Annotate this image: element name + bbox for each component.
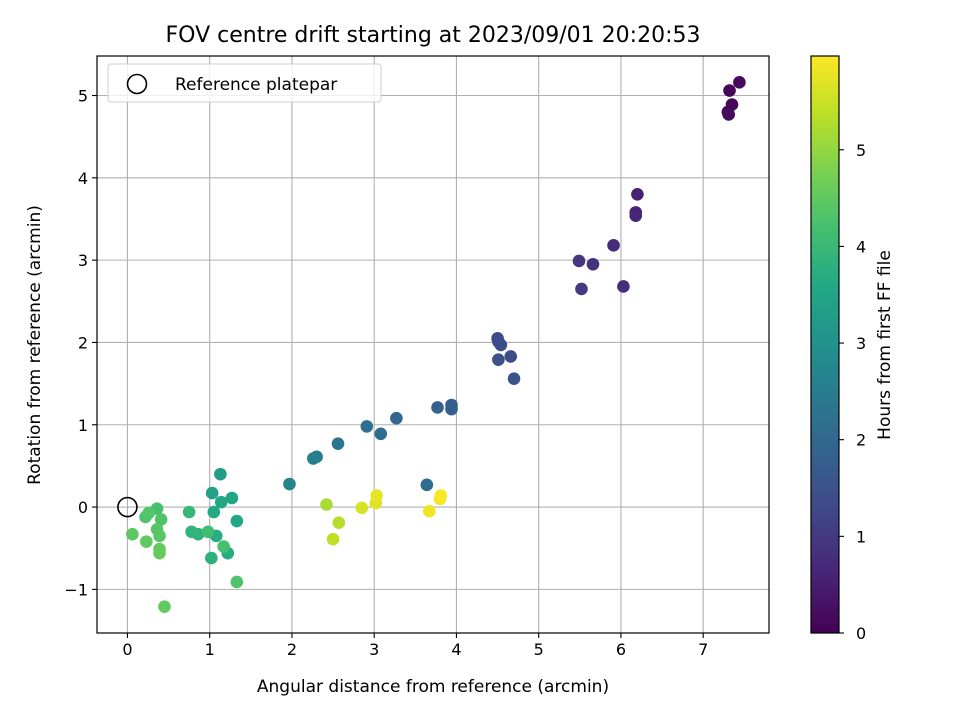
data-point	[332, 516, 346, 530]
x-axis-ticks: 0 1 2 3 4 5 6 7	[122, 633, 708, 659]
data-point	[631, 187, 644, 201]
data-point	[420, 478, 434, 492]
data-point	[422, 504, 436, 518]
colorbar: 0 1 2 3 4 5 Hours from first FF file	[810, 55, 895, 643]
data-point	[617, 280, 630, 293]
data-point	[201, 525, 215, 539]
data-point	[153, 529, 166, 543]
x-tick-label: 0	[122, 640, 132, 659]
data-point	[370, 489, 383, 502]
data-point	[217, 540, 230, 553]
data-point	[492, 353, 505, 367]
data-point	[140, 535, 153, 548]
data-point	[390, 411, 403, 425]
data-point	[723, 84, 736, 97]
data-point	[374, 427, 388, 441]
data-point	[331, 437, 345, 450]
x-tick-label: 4	[451, 640, 461, 659]
reference-platepar-marker	[117, 496, 138, 518]
data-point	[722, 108, 735, 121]
y-tick-label: 5	[78, 87, 88, 106]
colorbar-tick-label: 0	[856, 624, 866, 643]
y-axis-label: Rotation from reference (arcmin)	[25, 205, 45, 485]
y-tick-label: −1	[64, 580, 88, 599]
y-tick-label: 1	[78, 416, 88, 435]
data-point	[507, 372, 521, 385]
x-axis-label: Angular distance from reference (arcmin)	[257, 677, 609, 697]
data-point	[207, 505, 221, 519]
legend-marker	[126, 73, 148, 95]
legend-box	[107, 63, 382, 103]
data-point	[307, 452, 320, 465]
data-point	[126, 527, 139, 541]
data-point	[320, 498, 333, 511]
colorbar-tick-label: 2	[856, 431, 866, 450]
data-point	[733, 76, 746, 89]
data-point	[494, 338, 508, 352]
data-point	[326, 532, 340, 546]
y-tick-label: 3	[78, 251, 88, 270]
data-point	[185, 525, 198, 539]
plot-area: 0 1 2 3 4 5 6 7 −1 0 1 2 3 4 5	[64, 55, 770, 659]
colorbar-tick-label: 1	[856, 527, 866, 546]
y-tick-label: 0	[78, 498, 88, 517]
data-point	[225, 491, 239, 505]
colorbar-tick-label: 5	[856, 141, 866, 160]
x-tick-label: 2	[287, 640, 297, 659]
x-tick-label: 3	[369, 640, 379, 659]
chart-title: FOV centre drift starting at 2023/09/01 …	[166, 23, 701, 48]
data-point	[725, 98, 739, 111]
data-point	[230, 575, 244, 589]
data-point	[158, 600, 171, 613]
x-tick-label: 7	[698, 640, 708, 659]
colorbar-tick-label: 3	[856, 334, 866, 353]
colorbar-tick-label: 4	[856, 237, 866, 256]
data-point	[572, 254, 586, 268]
data-point	[607, 239, 620, 252]
colorbar-ticks: 0 1 2 3 4 5	[839, 141, 866, 643]
y-tick-label: 2	[78, 333, 88, 352]
y-tick-label: 4	[78, 169, 88, 188]
plot-frame	[96, 55, 770, 634]
data-point	[214, 495, 228, 509]
data-point	[182, 505, 196, 519]
data-point	[214, 467, 227, 481]
data-points	[126, 76, 746, 613]
data-point	[205, 486, 219, 500]
data-point	[355, 501, 369, 515]
legend: Reference platepar	[107, 63, 382, 103]
data-point	[154, 513, 168, 526]
data-point	[142, 506, 156, 520]
colorbar-label: Hours from first FF file	[875, 250, 895, 440]
x-tick-label: 6	[616, 640, 626, 659]
data-point	[434, 489, 448, 502]
colorbar-gradient	[810, 55, 840, 634]
x-tick-label: 5	[534, 640, 544, 659]
data-point	[629, 209, 643, 222]
x-tick-label: 1	[205, 640, 215, 659]
data-point	[586, 257, 600, 271]
legend-label: Reference platepar	[175, 75, 337, 95]
data-point	[153, 546, 166, 560]
data-point	[360, 420, 374, 433]
data-point	[575, 282, 588, 296]
data-point	[431, 401, 444, 414]
data-point	[205, 551, 218, 565]
data-point	[445, 402, 458, 416]
data-point	[504, 350, 518, 363]
grid-lines	[97, 56, 769, 633]
data-point	[283, 477, 296, 491]
y-axis-ticks: −1 0 1 2 3 4 5	[64, 87, 97, 599]
data-point	[230, 514, 244, 528]
